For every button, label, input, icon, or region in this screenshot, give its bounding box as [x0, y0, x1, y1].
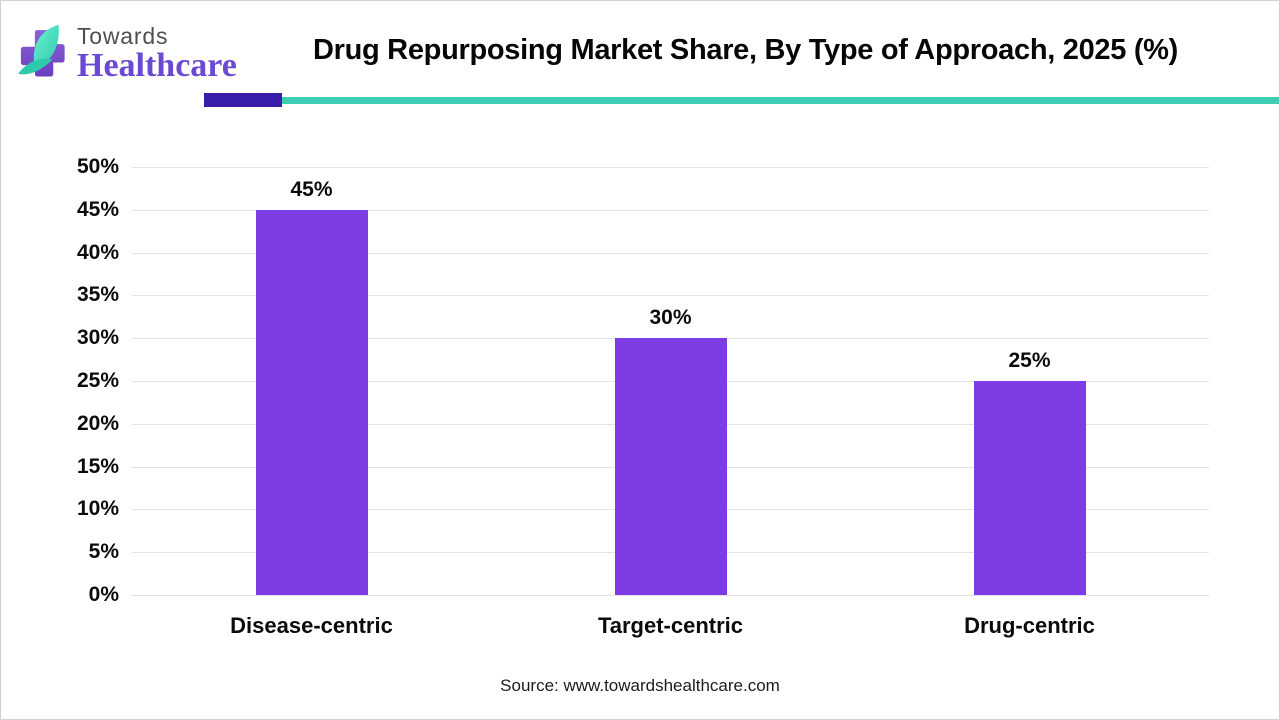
gridline [132, 209, 1209, 211]
x-category-label: Drug-centric [964, 613, 1095, 638]
bar-disease-centric [255, 209, 368, 595]
y-axis: 0% 5% 10% 15% 20% 25% 30% 35% 40% 45% 50% [21, 155, 119, 606]
y-tick-label: 25% [76, 369, 119, 392]
y-tick-label: 10% [76, 497, 119, 521]
gridline [132, 595, 1209, 596]
bar-value-label: 25% [1008, 349, 1051, 372]
y-tick-label: 5% [88, 540, 119, 564]
y-tick-label: 50% [76, 155, 119, 178]
bar-value-label: 30% [649, 306, 692, 330]
accent-underline-purple [204, 93, 282, 107]
chart-title: Drug Repurposing Market Share, By Type o… [312, 34, 1179, 66]
x-category-label: Target-centric [597, 613, 744, 638]
brand-name-towards: Towards [77, 23, 169, 49]
bar-value-label: 45% [290, 177, 333, 201]
y-tick-label: 40% [76, 240, 119, 264]
y-tick-label: 20% [76, 411, 119, 435]
logo-cross-leaf-icon [13, 23, 69, 86]
brand-name-healthcare: Healthcare [77, 47, 237, 84]
x-axis: Disease-centric Target-centric Drug-centri… [132, 613, 1209, 647]
y-tick-label: 0% [88, 583, 119, 606]
accent-underline-teal [282, 97, 1279, 104]
gridline [132, 252, 1209, 254]
y-tick-label: 35% [76, 283, 119, 307]
bar-drug-centric [973, 381, 1086, 595]
plot-area: 45% 30% 25% [132, 167, 1209, 596]
x-category-label: Disease-centric [230, 613, 393, 638]
y-tick-label: 30% [76, 326, 119, 350]
gridline [132, 295, 1209, 297]
y-tick-label: 45% [76, 197, 119, 221]
source-text: Source: www.towardshealthcare.com [500, 676, 780, 695]
gridline [132, 167, 1209, 168]
y-tick-label: 15% [76, 454, 119, 478]
towards-healthcare-logo: Towards Healthcare [11, 17, 241, 93]
bar-target-centric [614, 338, 727, 595]
